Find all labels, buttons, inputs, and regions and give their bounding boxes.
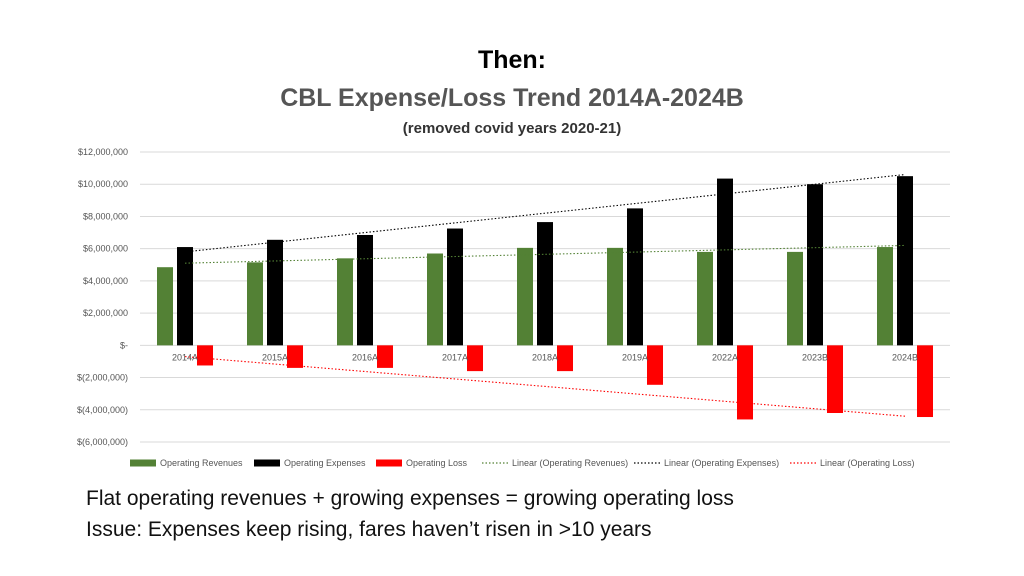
bar-operating-revenues	[877, 247, 893, 346]
y-tick-label: $2,000,000	[83, 308, 128, 318]
bar-operating-expenses	[447, 228, 463, 346]
y-tick-label: $8,000,000	[83, 211, 128, 221]
legend-label: Linear (Operating Revenues)	[512, 458, 628, 468]
y-tick-label: $(2,000,000)	[77, 373, 128, 383]
bar-operating-expenses	[627, 208, 643, 346]
bar-operating-revenues	[157, 267, 173, 346]
x-tick-label: 2024B	[892, 352, 918, 362]
bar-operating-expenses	[897, 176, 913, 346]
y-tick-label: $10,000,000	[78, 179, 128, 189]
bar-operating-loss	[557, 345, 573, 372]
trendline	[184, 174, 906, 253]
x-tick-label: 2019A	[622, 352, 648, 362]
caption-line-1: Flat operating revenues + growing expens…	[86, 487, 734, 510]
bar-operating-revenues	[337, 258, 353, 346]
bar-operating-loss	[287, 345, 303, 368]
bar-operating-revenues	[697, 251, 713, 346]
bar-operating-revenues	[517, 247, 533, 346]
bar-operating-loss	[467, 345, 483, 372]
bar-operating-loss	[737, 345, 753, 420]
legend-label: Operating Expenses	[284, 458, 366, 468]
trendline	[184, 244, 906, 264]
legend-label: Operating Revenues	[160, 458, 243, 468]
trendline	[184, 356, 906, 417]
x-tick-label: 2017A	[442, 352, 468, 362]
bar-operating-expenses	[267, 239, 283, 346]
legend-swatch	[130, 459, 156, 467]
x-tick-label: 2016A	[352, 352, 378, 362]
bar-operating-revenues	[247, 262, 263, 346]
bar-operating-loss	[827, 345, 843, 413]
x-tick-label: 2018A	[532, 352, 558, 362]
bar-operating-loss	[377, 345, 393, 368]
title-line-1: Then:	[477, 46, 547, 74]
bar-operating-expenses	[807, 184, 823, 346]
x-tick-label: 2014A	[172, 352, 198, 362]
y-tick-label: $-	[120, 340, 128, 350]
x-tick-label: 2015A	[262, 352, 288, 362]
bar-operating-revenues	[787, 251, 803, 346]
x-tick-label: 2022A	[712, 352, 738, 362]
bar-operating-expenses	[177, 247, 193, 346]
bar-operating-expenses	[717, 178, 733, 346]
chart-subtitle: (removed covid years 2020-21)	[402, 120, 622, 137]
legend-swatch	[254, 459, 280, 467]
caption-line-2: Issue: Expenses keep rising, fares haven…	[86, 518, 652, 541]
y-tick-label: $4,000,000	[83, 276, 128, 286]
x-tick-label: 2023B	[802, 352, 828, 362]
y-tick-label: $12,000,000	[78, 147, 128, 157]
bar-operating-loss	[647, 345, 663, 385]
bar-operating-revenues	[427, 253, 443, 346]
bar-operating-revenues	[607, 247, 623, 346]
y-tick-label: $6,000,000	[83, 244, 128, 254]
bar-operating-expenses	[537, 222, 553, 346]
y-tick-label: $(6,000,000)	[77, 437, 128, 447]
legend-label: Linear (Operating Loss)	[820, 458, 915, 468]
legend-label: Linear (Operating Expenses)	[664, 458, 779, 468]
y-tick-label: $(4,000,000)	[77, 405, 128, 415]
legend-label: Operating Loss	[406, 458, 468, 468]
bar-operating-loss	[917, 345, 933, 418]
bar-operating-loss	[197, 345, 213, 366]
title-line-2: CBL Expense/Loss Trend 2014A-2024B	[280, 84, 744, 112]
legend-swatch	[376, 459, 402, 467]
bar-operating-expenses	[357, 234, 373, 346]
